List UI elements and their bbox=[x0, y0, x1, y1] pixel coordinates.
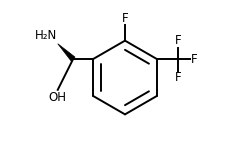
Text: F: F bbox=[122, 11, 128, 24]
Text: F: F bbox=[191, 53, 197, 66]
Text: H₂N: H₂N bbox=[35, 29, 57, 42]
Text: F: F bbox=[175, 34, 182, 47]
Text: F: F bbox=[175, 71, 182, 84]
Text: OH: OH bbox=[48, 91, 66, 104]
Polygon shape bbox=[58, 44, 75, 61]
